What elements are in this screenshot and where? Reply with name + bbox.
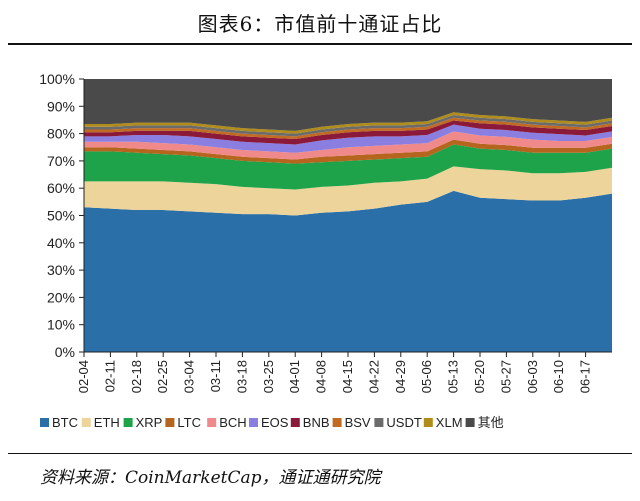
area-eos	[84, 124, 612, 153]
legend-label: 其他	[478, 415, 504, 430]
x-tick-label: 05-06	[419, 360, 434, 393]
x-tick-label: 04-22	[366, 360, 381, 393]
area-eth	[84, 166, 612, 216]
legend-item-bnb: BNB	[290, 415, 330, 430]
area-bnb	[84, 120, 612, 145]
legend-swatch	[374, 418, 384, 427]
area-bch	[84, 131, 612, 160]
area-btc	[84, 190, 612, 352]
source-divider	[8, 453, 632, 454]
legend-swatch	[290, 418, 300, 427]
y-tick-label: 10%	[47, 317, 75, 333]
legend-label: XLM	[436, 415, 463, 430]
y-tick-label: 90%	[47, 98, 75, 114]
source-note: 资料来源：CoinMarketCap，通证通研究院	[40, 468, 381, 488]
x-tick-label: 02-04	[76, 360, 91, 393]
y-tick-label: 100%	[39, 71, 75, 87]
legend-label: ETH	[94, 415, 120, 430]
legend-item-ltc: LTC	[165, 415, 201, 430]
area-series-group	[84, 79, 612, 352]
x-tick-label: 02-18	[129, 360, 144, 393]
x-tick-label: 06-10	[551, 360, 566, 393]
legend-item-bch: BCH	[207, 415, 247, 430]
x-tick-label: 05-27	[498, 360, 513, 393]
x-tick-label: 05-13	[446, 360, 461, 393]
x-tick-label: 02-25	[155, 360, 170, 393]
y-tick-label: 0%	[55, 344, 75, 360]
legend-label: LTC	[177, 415, 201, 430]
area-xlm	[84, 112, 612, 134]
legend-label: BNB	[303, 415, 330, 430]
area-ltc	[84, 139, 612, 164]
legend-item-bsv: BSV	[332, 415, 371, 430]
y-tick-label: 80%	[47, 126, 75, 142]
x-tick-label: 02-11	[102, 360, 117, 392]
chart-title: 图表6：市值前十通证占比	[197, 12, 443, 36]
area-xrp	[84, 144, 612, 190]
legend-swatch	[332, 418, 342, 427]
legend-label: BTC	[52, 415, 78, 430]
x-tick-label: 04-15	[340, 360, 355, 393]
legend-item-xrp: XRP	[123, 415, 163, 430]
area-bsv	[84, 117, 612, 140]
legend-item-其他: 其他	[465, 415, 504, 430]
legend-swatch	[207, 418, 217, 427]
legend-item-xlm: XLM	[423, 415, 463, 430]
y-tick-label: 50%	[47, 208, 75, 224]
legend-swatch	[40, 418, 49, 427]
legend-swatch	[249, 418, 258, 427]
y-axis: 0% 10% 20% 30% 40% 50% 60% 70% 80% 90% 100%	[39, 71, 85, 360]
legend-label: USDT	[386, 415, 421, 430]
x-tick-label: 04-01	[287, 360, 302, 393]
y-tick-label: 40%	[47, 235, 75, 251]
x-tick-label: 06-17	[578, 360, 593, 393]
legend-swatch	[81, 418, 91, 427]
legend-item-eos: EOS	[249, 415, 289, 430]
legend-label: XRP	[136, 415, 163, 430]
legend-swatch	[423, 418, 433, 427]
legend-swatch	[123, 418, 133, 427]
x-tick-label: 06-03	[525, 360, 540, 393]
y-tick-label: 20%	[47, 289, 75, 305]
y-tick-label: 30%	[47, 262, 75, 278]
y-tick-label: 70%	[47, 153, 75, 169]
x-tick-label: 03-04	[182, 360, 197, 393]
legend-item-usdt: USDT	[374, 415, 422, 430]
legend-swatch	[465, 418, 475, 427]
area-usdt	[84, 115, 612, 137]
x-tick-label: 03-11	[208, 360, 223, 392]
legend-label: BSV	[345, 415, 371, 430]
area-其他	[84, 79, 612, 131]
x-tick-label: 03-25	[261, 360, 276, 393]
x-tick-label: 04-08	[314, 360, 329, 393]
x-axis: 02-04 02-11 02-18 02-25 03-04 03-11 03-18 03-25…	[76, 351, 612, 393]
title-underline	[8, 43, 632, 45]
x-tick-label: 05-20	[472, 360, 487, 393]
y-tick-label: 60%	[47, 180, 75, 196]
x-tick-label: 04-29	[393, 360, 408, 393]
legend-swatch	[165, 418, 175, 427]
x-tick-label: 03-18	[234, 360, 249, 393]
legend-label: BCH	[219, 415, 246, 430]
legend: BTC ETH XRP LTC BCH EOS BNB BSV USDT XLM 其他	[40, 415, 504, 430]
legend-item-btc: BTC	[40, 415, 78, 430]
legend-item-eth: ETH	[81, 415, 120, 430]
legend-label: EOS	[261, 415, 289, 430]
